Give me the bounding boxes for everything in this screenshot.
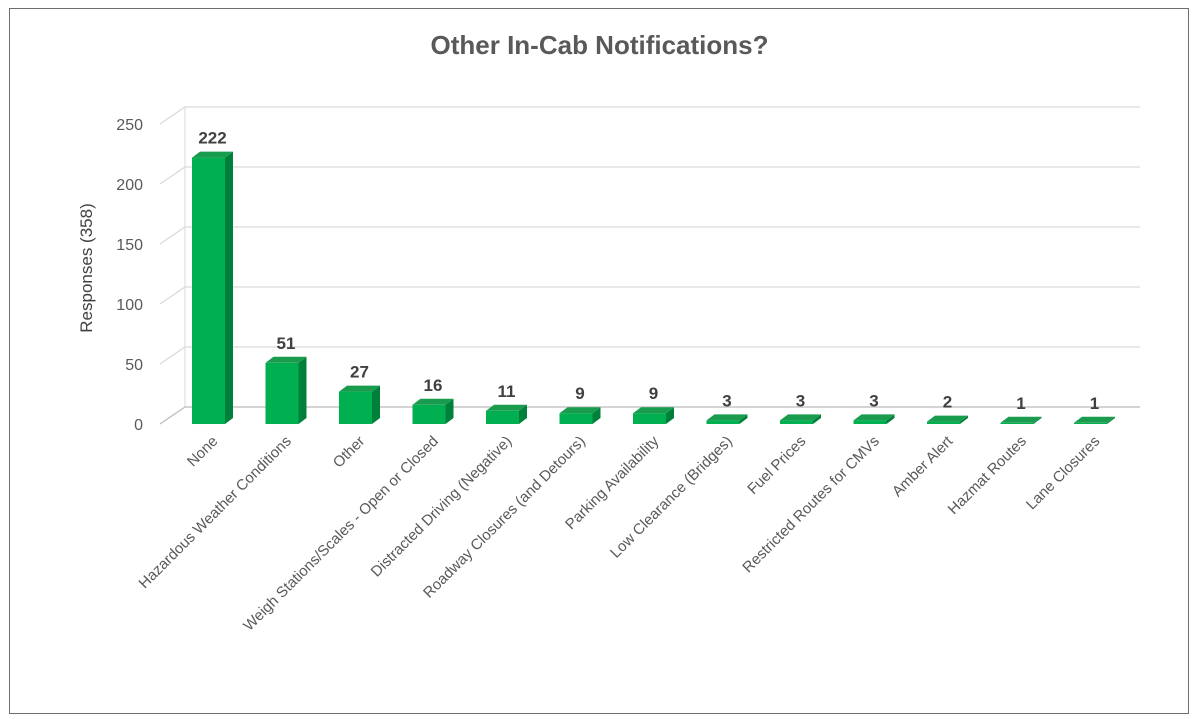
bar-front <box>780 420 813 425</box>
bar-top <box>265 356 307 363</box>
bar <box>780 414 821 425</box>
y-tick-label: 0 <box>134 417 143 434</box>
gridline <box>159 286 1140 305</box>
bar-side <box>739 414 748 424</box>
data-label: 11 <box>498 382 516 401</box>
bar-front <box>706 420 740 425</box>
bar-front <box>1074 422 1107 425</box>
y-tick-label: 100 <box>116 297 143 314</box>
bar-side <box>225 151 233 424</box>
data-label: 27 <box>350 363 369 382</box>
y-tick-label: 50 <box>125 357 143 374</box>
bar-front <box>192 157 225 425</box>
bar-front <box>559 413 593 425</box>
data-label: 222 <box>198 129 226 148</box>
x-tick-label: Other <box>330 433 369 472</box>
bar-side <box>1107 416 1115 424</box>
bar-front <box>1000 422 1034 425</box>
bar-side <box>813 414 821 424</box>
x-tick-label: None <box>184 433 221 470</box>
bar-side <box>592 407 601 424</box>
x-tick-label: Hazardous Weather Conditions <box>136 433 295 592</box>
y-axis-label: Responses (358) <box>77 203 96 332</box>
x-tick-label: Amber Alert <box>889 432 957 500</box>
bar <box>927 415 968 425</box>
x-tick-label: Lane Closures <box>1023 433 1103 513</box>
y-tick-label: 200 <box>116 177 143 194</box>
bar <box>192 151 233 425</box>
data-label: 3 <box>796 391 805 410</box>
bar-top <box>192 151 233 158</box>
data-label: 1 <box>1016 394 1025 413</box>
chart-title: Other In-Cab Notifications? <box>430 30 769 60</box>
bar-top <box>486 404 527 411</box>
data-label: 3 <box>869 391 878 410</box>
bar-side <box>666 407 674 424</box>
gridlines <box>159 106 1140 425</box>
bar <box>339 385 380 425</box>
floor-edge <box>159 406 1140 425</box>
bar-top <box>1074 416 1115 423</box>
bar <box>265 356 307 425</box>
data-label: 9 <box>649 384 658 403</box>
bar-top <box>559 407 601 414</box>
gridline <box>159 166 1140 185</box>
bar-top <box>780 414 821 421</box>
bar <box>486 404 527 425</box>
gridline <box>159 106 1140 125</box>
bar-front <box>927 421 960 425</box>
bar <box>559 407 601 425</box>
gridline <box>159 226 1140 245</box>
bar-side <box>298 356 307 424</box>
data-label: 2 <box>943 393 952 412</box>
x-tick-label: Low Clearance (Bridges) <box>607 433 736 562</box>
x-tick-label: Hazmat Routes <box>945 433 1030 518</box>
bar <box>1000 416 1042 425</box>
data-label: 16 <box>424 376 443 395</box>
bar <box>853 414 895 425</box>
bar-top <box>412 398 454 405</box>
bar-side <box>1033 416 1042 424</box>
bar-top <box>1000 416 1042 423</box>
bar-front <box>412 404 446 425</box>
bar-side <box>445 398 454 424</box>
gridline <box>159 346 1140 365</box>
bar-top <box>339 385 380 392</box>
x-tick-label: Distracted Driving (Negative) <box>368 433 516 581</box>
bar-top <box>706 414 748 421</box>
bar <box>1074 416 1115 425</box>
bar-top <box>927 415 968 422</box>
bar-side <box>960 415 968 424</box>
x-tick-label: Roadway Closures (and Detours) <box>420 433 589 602</box>
bar-front <box>265 362 299 425</box>
bar-top <box>633 407 674 414</box>
x-tick-label: Restricted Routes for CMVs <box>739 433 882 576</box>
data-label: 51 <box>277 334 296 353</box>
y-tick-label: 250 <box>116 117 143 134</box>
bar-front <box>486 410 519 425</box>
bar-side <box>519 404 527 424</box>
data-label: 3 <box>722 391 731 410</box>
bar-top <box>853 414 895 421</box>
bar-front <box>633 413 666 425</box>
bar <box>633 407 674 425</box>
y-axis-ticks: 0 50 100 150 200 250 <box>116 117 143 434</box>
bar <box>412 398 454 425</box>
bar-side <box>886 414 895 424</box>
bar-front <box>853 420 887 425</box>
data-label: 1 <box>1090 394 1099 413</box>
y-tick-label: 150 <box>116 237 143 254</box>
bars <box>192 151 1115 425</box>
data-label: 9 <box>575 384 584 403</box>
bar <box>706 414 748 425</box>
bar-front <box>339 391 372 425</box>
bar-side <box>372 385 380 424</box>
x-tick-label: Fuel Prices <box>744 433 809 498</box>
